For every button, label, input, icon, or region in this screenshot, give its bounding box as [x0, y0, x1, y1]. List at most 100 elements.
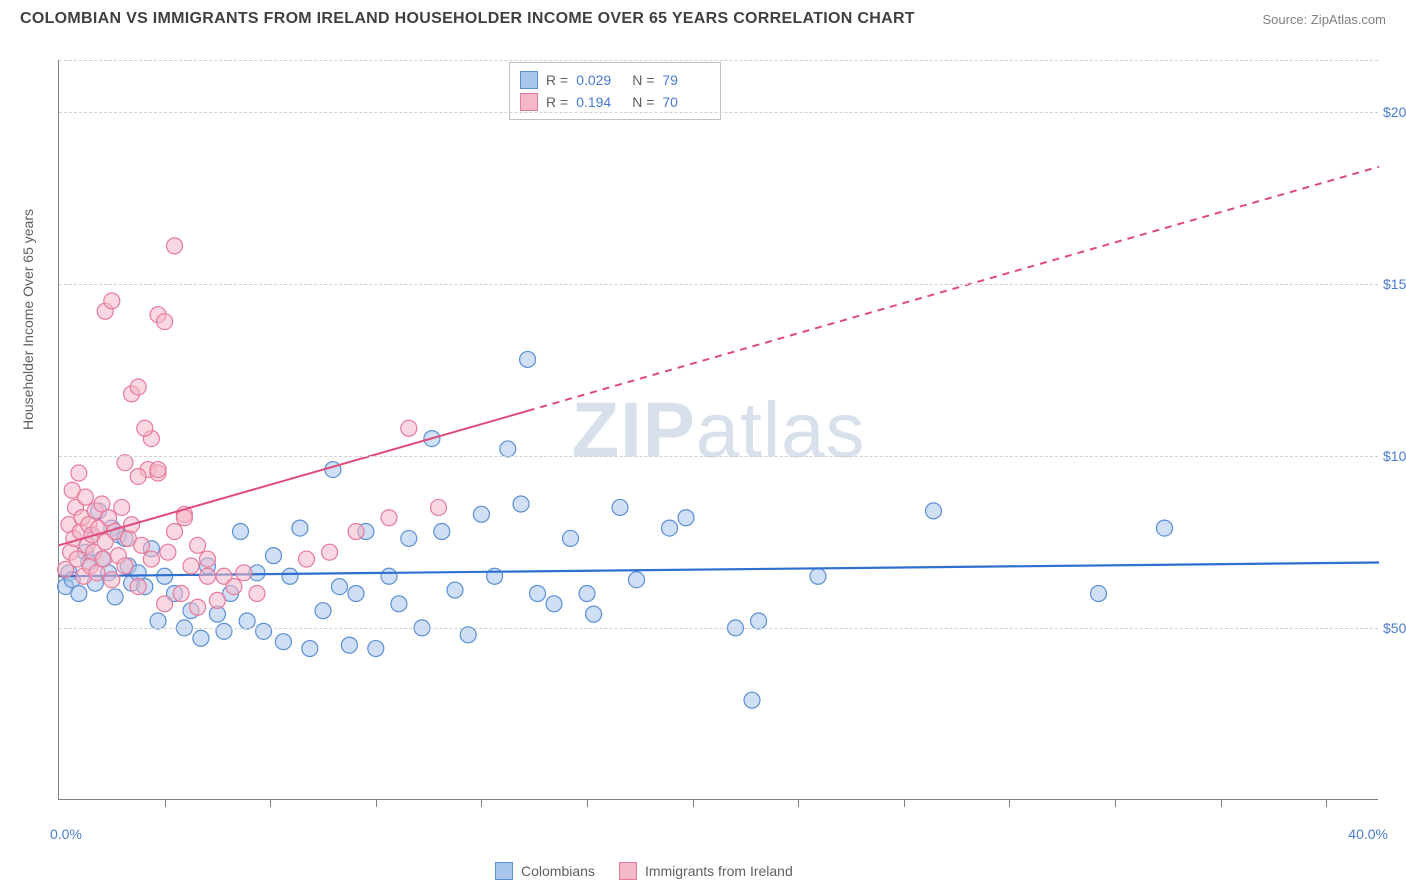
data-point	[325, 462, 341, 478]
x-tick	[1115, 799, 1116, 807]
data-point	[401, 530, 417, 546]
legend-swatch	[495, 862, 513, 880]
data-point	[513, 496, 529, 512]
data-point	[926, 503, 942, 519]
x-tick	[587, 799, 588, 807]
data-point	[157, 596, 173, 612]
data-point	[114, 499, 130, 515]
data-point	[629, 572, 645, 588]
y-tick-label: $200,000	[1383, 104, 1406, 120]
data-point	[744, 692, 760, 708]
data-point	[447, 582, 463, 598]
data-point	[563, 530, 579, 546]
legend-r-value: 0.194	[576, 94, 624, 110]
scatter-svg	[59, 60, 1378, 799]
data-point	[193, 630, 209, 646]
legend-item: Colombians	[495, 862, 595, 880]
data-point	[322, 544, 338, 560]
data-point	[391, 596, 407, 612]
legend-r-value: 0.029	[576, 72, 624, 88]
data-point	[157, 314, 173, 330]
data-point	[130, 579, 146, 595]
series-legend: Colombians Immigrants from Ireland	[495, 862, 793, 880]
y-tick-label: $100,000	[1383, 448, 1406, 464]
gridline	[59, 284, 1378, 285]
data-point	[190, 537, 206, 553]
data-point	[520, 351, 536, 367]
legend-item: Immigrants from Ireland	[619, 862, 793, 880]
data-point	[473, 506, 489, 522]
data-point	[117, 455, 133, 471]
x-tick	[481, 799, 482, 807]
data-point	[751, 613, 767, 629]
data-point	[160, 544, 176, 560]
data-point	[612, 499, 628, 515]
data-point	[546, 596, 562, 612]
data-point	[381, 510, 397, 526]
legend-n-label: N =	[632, 72, 654, 88]
data-point	[249, 585, 265, 601]
data-point	[190, 599, 206, 615]
legend-series-label: Immigrants from Ireland	[645, 863, 793, 879]
data-point	[104, 572, 120, 588]
data-point	[226, 579, 242, 595]
chart-plot-area: ZIPatlas R =0.029N =79R =0.194N =70 $50,…	[58, 60, 1378, 800]
y-tick-label: $50,000	[1383, 620, 1406, 636]
legend-n-value: 70	[662, 94, 710, 110]
legend-n-label: N =	[632, 94, 654, 110]
data-point	[810, 568, 826, 584]
trend-line-extrapolated	[528, 167, 1379, 411]
legend-swatch	[619, 862, 637, 880]
data-point	[1157, 520, 1173, 536]
data-point	[209, 592, 225, 608]
data-point	[302, 641, 318, 657]
data-point	[176, 510, 192, 526]
gridline	[59, 456, 1378, 457]
data-point	[530, 585, 546, 601]
gridline	[59, 60, 1378, 61]
data-point	[586, 606, 602, 622]
source-label: Source: ZipAtlas.com	[1262, 12, 1386, 27]
data-point	[130, 379, 146, 395]
chart-title: COLOMBIAN VS IMMIGRANTS FROM IRELAND HOU…	[20, 10, 915, 28]
data-point	[130, 468, 146, 484]
legend-swatch	[520, 71, 538, 89]
x-tick	[904, 799, 905, 807]
legend-swatch	[520, 93, 538, 111]
legend-row: R =0.194N =70	[520, 91, 710, 113]
data-point	[431, 499, 447, 515]
data-point	[266, 548, 282, 564]
x-tick	[1009, 799, 1010, 807]
data-point	[434, 524, 450, 540]
x-axis-max-label: 40.0%	[1348, 826, 1388, 842]
x-tick	[1326, 799, 1327, 807]
data-point	[381, 568, 397, 584]
data-point	[662, 520, 678, 536]
data-point	[233, 524, 249, 540]
data-point	[579, 585, 595, 601]
data-point	[150, 613, 166, 629]
data-point	[117, 558, 133, 574]
gridline	[59, 112, 1378, 113]
data-point	[167, 524, 183, 540]
gridline	[59, 628, 1378, 629]
legend-n-value: 79	[662, 72, 710, 88]
data-point	[1091, 585, 1107, 601]
data-point	[315, 603, 331, 619]
x-axis-min-label: 0.0%	[50, 826, 82, 842]
data-point	[299, 551, 315, 567]
data-point	[96, 551, 112, 567]
data-point	[678, 510, 694, 526]
data-point	[292, 520, 308, 536]
data-point	[500, 441, 516, 457]
data-point	[368, 641, 384, 657]
x-tick	[376, 799, 377, 807]
y-tick-label: $150,000	[1383, 276, 1406, 292]
x-tick	[270, 799, 271, 807]
data-point	[104, 293, 120, 309]
data-point	[143, 551, 159, 567]
legend-series-label: Colombians	[521, 863, 595, 879]
data-point	[236, 565, 252, 581]
data-point	[167, 238, 183, 254]
data-point	[256, 623, 272, 639]
